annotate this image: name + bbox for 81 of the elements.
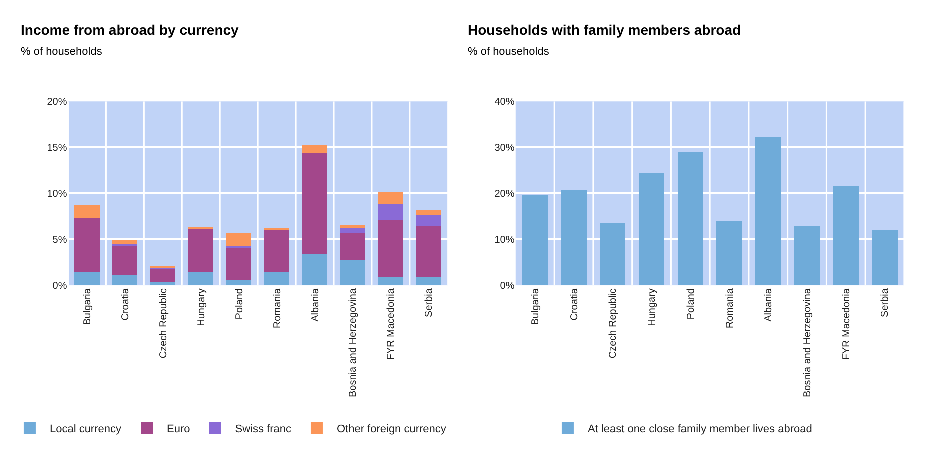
bar [264,272,290,286]
x-tick-label: Bosnia and Herzegovina [802,288,814,398]
legend-label: Other foreign currency [336,424,447,436]
x-tick-label: FYR Macedonia [386,288,398,360]
bar [872,230,898,286]
x-tick-label: Hungary [647,288,658,326]
bar [794,226,820,286]
x-tick-label: Poland [686,288,697,320]
bar [74,272,100,286]
x-tick-label: Hungary [196,288,208,326]
y-tick-label: 0% [52,281,68,292]
bar [561,190,587,286]
bar [416,277,442,286]
x-tick-label: Romania [272,288,284,329]
y-tick-label: 15% [47,143,68,154]
x-tick-label: Serbia [424,288,436,318]
bar [226,248,252,280]
x-tick-label: Bulgaria [82,288,94,326]
y-axis-title: % of households [468,46,550,58]
bar [302,254,328,286]
x-tick-label: Croatia [120,288,132,321]
y-tick-label: 20% [47,97,68,108]
bar [74,206,100,218]
bar [378,220,404,278]
legend-label: Euro [166,424,190,436]
x-tick-label: Albania [764,288,775,322]
bar [226,233,252,246]
x-tick-label: FYR Macedonia [841,288,852,360]
x-tick-label: Romania [724,288,736,329]
y-tick-label: 30% [494,143,515,154]
bar [150,282,176,286]
bar [340,233,366,261]
legend-label: At least one close family member lives abroad [588,424,812,436]
bar [716,221,742,286]
x-tick-label: Poland [234,288,246,320]
x-tick-label: Albania [310,288,322,322]
bar [340,260,366,286]
bar [150,269,176,282]
bar [188,229,214,273]
bar [302,144,328,154]
chart-title: Households with family members abroad [468,22,742,38]
bar [340,224,366,229]
bar [416,216,442,227]
y-tick-label: 10% [47,189,68,200]
bar [833,186,859,286]
bar [756,138,782,286]
bar [112,240,138,244]
legend-label: Local currency [50,424,122,436]
bar [638,173,665,286]
bar [416,226,442,278]
y-axis-title: % of households [21,46,103,58]
bar [112,275,138,286]
bar [112,246,138,276]
x-tick-label: Czech Republic [608,288,620,359]
bar [416,210,442,216]
bar [74,218,100,272]
bar [678,152,704,286]
y-tick-label: 10% [494,235,515,246]
x-tick-label: Bulgaria [530,288,542,326]
bar [264,230,290,272]
bar [378,277,404,286]
bar [188,272,214,286]
bar [112,244,138,247]
chart-title: Income from abroad by currency [21,22,240,38]
bar [378,192,404,205]
bar [600,223,626,286]
x-tick-label: Serbia [880,288,892,318]
y-tick-label: 5% [52,235,68,246]
x-tick-label: Bosnia and Herzegovina [348,288,360,398]
bar [226,246,252,249]
bar [378,204,404,220]
x-tick-label: Czech Republic [158,288,170,359]
legend-label: Swiss franc [235,424,292,436]
y-tick-label: 0% [500,281,515,292]
y-tick-label: 40% [494,97,515,108]
bar [226,280,252,286]
bar [340,228,366,234]
y-tick-label: 20% [494,189,515,200]
bar [522,195,548,286]
x-tick-label: Croatia [569,288,580,321]
bar [302,153,328,254]
